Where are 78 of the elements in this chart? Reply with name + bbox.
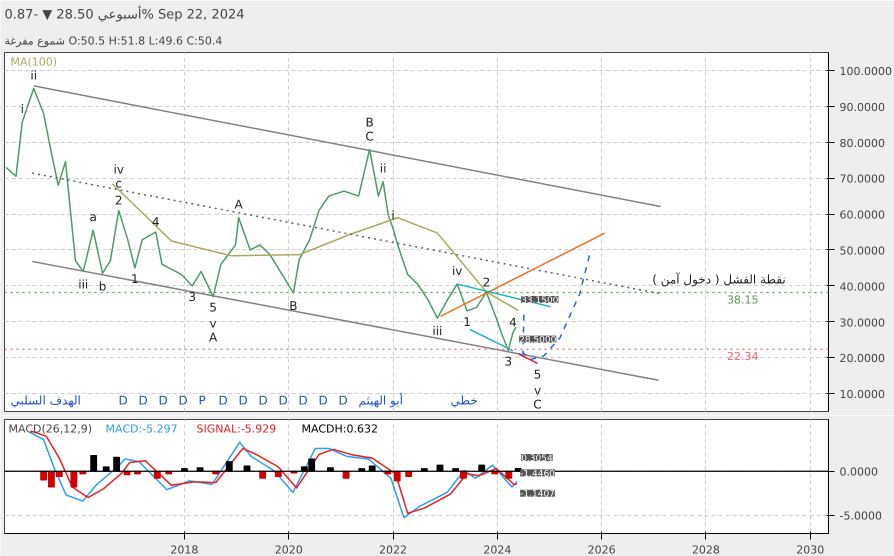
y-tick-label: 70.0000 xyxy=(840,172,885,186)
annotation: D xyxy=(278,394,288,408)
annotation: 4 xyxy=(152,215,160,229)
annotation: iii xyxy=(78,277,88,292)
annotation: D xyxy=(258,394,268,408)
annotation: D xyxy=(178,394,188,408)
annotation: v xyxy=(534,383,542,398)
annotation: D xyxy=(318,394,328,408)
annotation: 0.3054 xyxy=(521,454,553,464)
annotation: D xyxy=(118,394,128,408)
ref-line-label: 22.34 xyxy=(727,350,759,364)
annotation: 1 xyxy=(463,314,471,329)
y-tick-label: 80.0000 xyxy=(840,136,885,150)
text: MACD:-5.297 xyxy=(106,422,178,436)
annotation: 3 xyxy=(504,354,512,368)
y-tick-label: 0.0000 xyxy=(840,466,878,479)
annotation: نقطة الفشل ( دخول آمن ) xyxy=(652,271,786,286)
annotation: D xyxy=(158,394,168,408)
annotation: 2 xyxy=(482,275,490,290)
annotation: D xyxy=(238,394,248,408)
annotation: 2 xyxy=(114,193,123,208)
x-tick-label: 2022 xyxy=(379,544,408,556)
annotation: c xyxy=(115,176,122,190)
annotation: ii xyxy=(380,162,386,176)
y-tick-label: 60.0000 xyxy=(840,208,885,222)
x-tick-label: 2028 xyxy=(692,544,720,556)
annotation: 4 xyxy=(509,316,517,330)
annotation: الهدف السلبي xyxy=(10,394,81,408)
series-label: SIGNAL:-5.929 xyxy=(196,422,276,436)
annotation: خطي xyxy=(450,394,478,408)
annotation: a xyxy=(89,210,97,224)
annotation: D xyxy=(138,394,148,408)
ref-line-label: 38.15 xyxy=(727,293,759,306)
annotation: iv xyxy=(113,162,124,176)
annotation: iv xyxy=(452,264,462,278)
annotation: iii xyxy=(432,324,442,338)
x-tick-label: 2026 xyxy=(588,544,616,556)
x-tick-label: 2018 xyxy=(170,544,198,556)
chart-subtitle: شموع مفرغة O:50.5 H:51.8 L:49.6 C:50.4 xyxy=(4,34,222,48)
y-tick-label: 10.0000 xyxy=(840,388,885,402)
annotation: C xyxy=(533,397,542,412)
annotation: -1.4460 xyxy=(520,469,556,480)
x-tick-label: 2030 xyxy=(796,544,824,556)
annotation: 33.1500 xyxy=(521,296,559,306)
bar xyxy=(70,470,78,488)
annotation: أبو الهيثم xyxy=(358,392,403,408)
annotation: i xyxy=(391,208,395,222)
annotation: A xyxy=(209,330,218,345)
annotation: D xyxy=(298,394,308,408)
annotation: B xyxy=(365,115,374,130)
annotation: i xyxy=(20,102,24,116)
text: MACDH:0.632 xyxy=(302,422,378,436)
annotation: -1.1407 xyxy=(520,490,555,500)
annotation: 3 xyxy=(188,290,196,304)
annotation: P xyxy=(198,394,206,408)
line-series xyxy=(5,88,517,352)
y-tick-label: 30.0000 xyxy=(840,316,885,330)
chart-title: MACD(26,12,9) xyxy=(8,422,92,436)
x-tick-label: 2024 xyxy=(483,544,512,556)
annotation: 5 xyxy=(209,300,217,315)
y-tick-label: 20.0000 xyxy=(840,352,885,366)
text: MA(100) xyxy=(10,56,58,68)
annotation: b xyxy=(98,279,106,294)
y-tick-label: 40.0000 xyxy=(840,280,885,294)
annotation: D xyxy=(338,394,348,408)
y-tick-label: -5.0000 xyxy=(840,510,882,523)
y-tick-label: 50.0000 xyxy=(840,244,885,258)
annotation: B xyxy=(289,299,298,314)
annotation: v xyxy=(210,316,217,331)
annotation: 5 xyxy=(534,367,542,382)
annotation: C xyxy=(365,129,374,144)
x-tick-label: 2020 xyxy=(274,544,303,556)
annotation: D xyxy=(218,394,228,408)
chart-title: أسبوعي 28.50 ▼ -0.87% Sep 22, 2024 xyxy=(4,6,245,22)
annotation: ii xyxy=(30,68,38,82)
y-tick-label: 100.0000 xyxy=(840,64,892,78)
y-tick-label: 90.0000 xyxy=(840,100,885,114)
annotation: A xyxy=(234,198,244,212)
